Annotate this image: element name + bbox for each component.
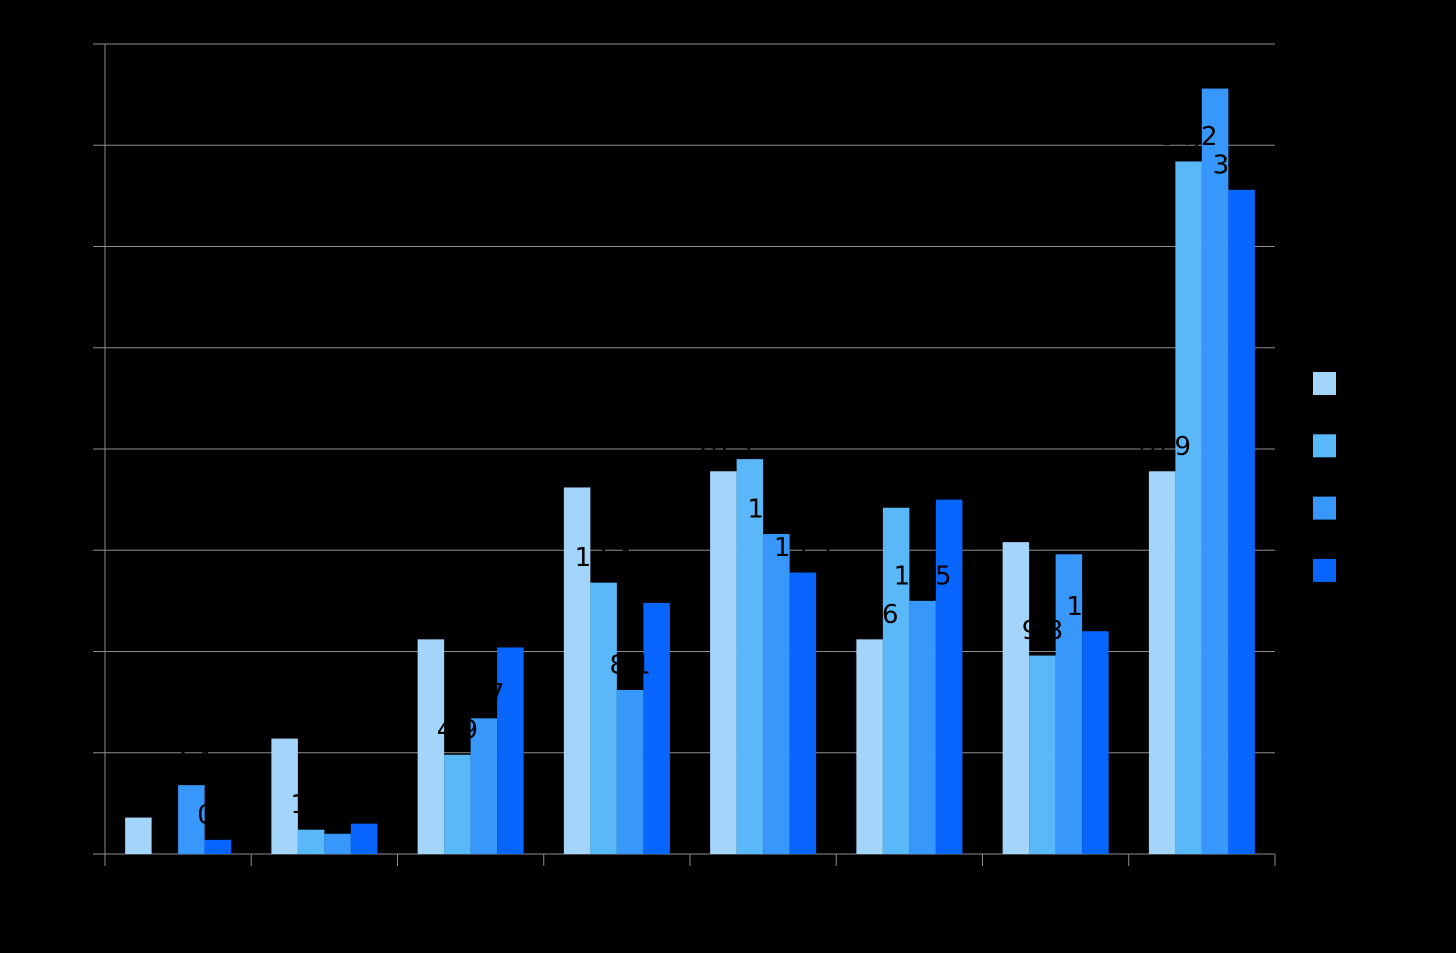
data-label: 15,4 [987,503,1045,533]
bar [935,499,963,854]
data-label: 9,8 [1022,616,1063,646]
bar [763,534,790,854]
bar [563,487,591,854]
bar [1082,631,1109,854]
data-label: 1,8 [118,778,159,808]
y-tick-label: 10 [56,636,89,666]
bar [1175,161,1202,854]
data-label: 10,2 [481,608,539,638]
data-label: 18,1 [548,448,606,478]
y-tick-label: 0 [72,839,89,869]
bar [1228,189,1255,855]
bar [125,817,152,854]
bar [204,839,232,854]
bar [909,600,936,854]
data-label: 18,9 [1133,432,1191,462]
data-label: 8,1 [609,650,650,680]
data-label: 14,8 [1040,515,1098,545]
data-label: 11,0 [1066,592,1124,622]
bar [350,823,378,854]
bar [616,689,644,854]
bar [1055,554,1083,854]
bar [497,647,524,854]
bar [178,785,205,854]
data-label: 32,8 [1213,150,1271,180]
bar [444,754,471,854]
data-label: 1,5 [343,784,384,814]
legend-swatch [1313,372,1336,395]
data-label: 0,7 [197,800,238,830]
data-label: 0 [157,815,174,845]
bar [1148,471,1176,854]
y-tick-label: 30 [56,231,89,261]
bar [1002,542,1030,854]
data-label: 18,9 [694,432,752,462]
y-tick-label: 5 [72,737,89,767]
data-label: 1,0 [317,794,358,824]
y-tick-label: 25 [56,332,89,362]
bar [324,833,351,854]
bar [789,572,817,854]
bar [271,738,298,854]
data-label: 10,6 [402,600,460,630]
data-label: 5,7 [264,699,305,729]
bar [1029,655,1056,854]
y-tick-label: 35 [56,130,89,160]
legend-swatch [1313,496,1336,520]
data-label: 37,8 [1186,49,1244,79]
data-label: 34,2 [1160,122,1218,152]
bar [1201,88,1229,855]
bar [643,602,670,854]
data-label: 15,8 [747,495,805,525]
data-label: 1,2 [290,790,331,820]
bar [710,471,737,854]
data-label: 19,5 [721,420,779,450]
data-label: 3,4 [171,746,212,776]
bar [736,459,764,854]
data-label: 12,5 [894,561,952,591]
y-tick-label: 20 [56,434,89,464]
bar [882,507,910,854]
bar [856,639,883,854]
legend-swatch [1313,558,1336,582]
y-tick-label: 15 [56,535,89,565]
data-label: 6,7 [463,679,504,709]
data-label: 4,9 [437,715,478,745]
data-label: 17,5 [920,460,978,490]
data-label: 13,4 [575,543,633,573]
legend-swatch [1313,434,1336,458]
bar [417,639,445,854]
data-label: 13,9 [774,533,832,563]
data-label: 12,4 [628,563,686,593]
bar [297,829,325,854]
data-label: 10,6 [841,600,899,630]
bar [590,582,617,854]
y-tick-label: 40 [56,29,89,59]
data-label: 17,1 [867,468,925,498]
bar [470,718,498,854]
